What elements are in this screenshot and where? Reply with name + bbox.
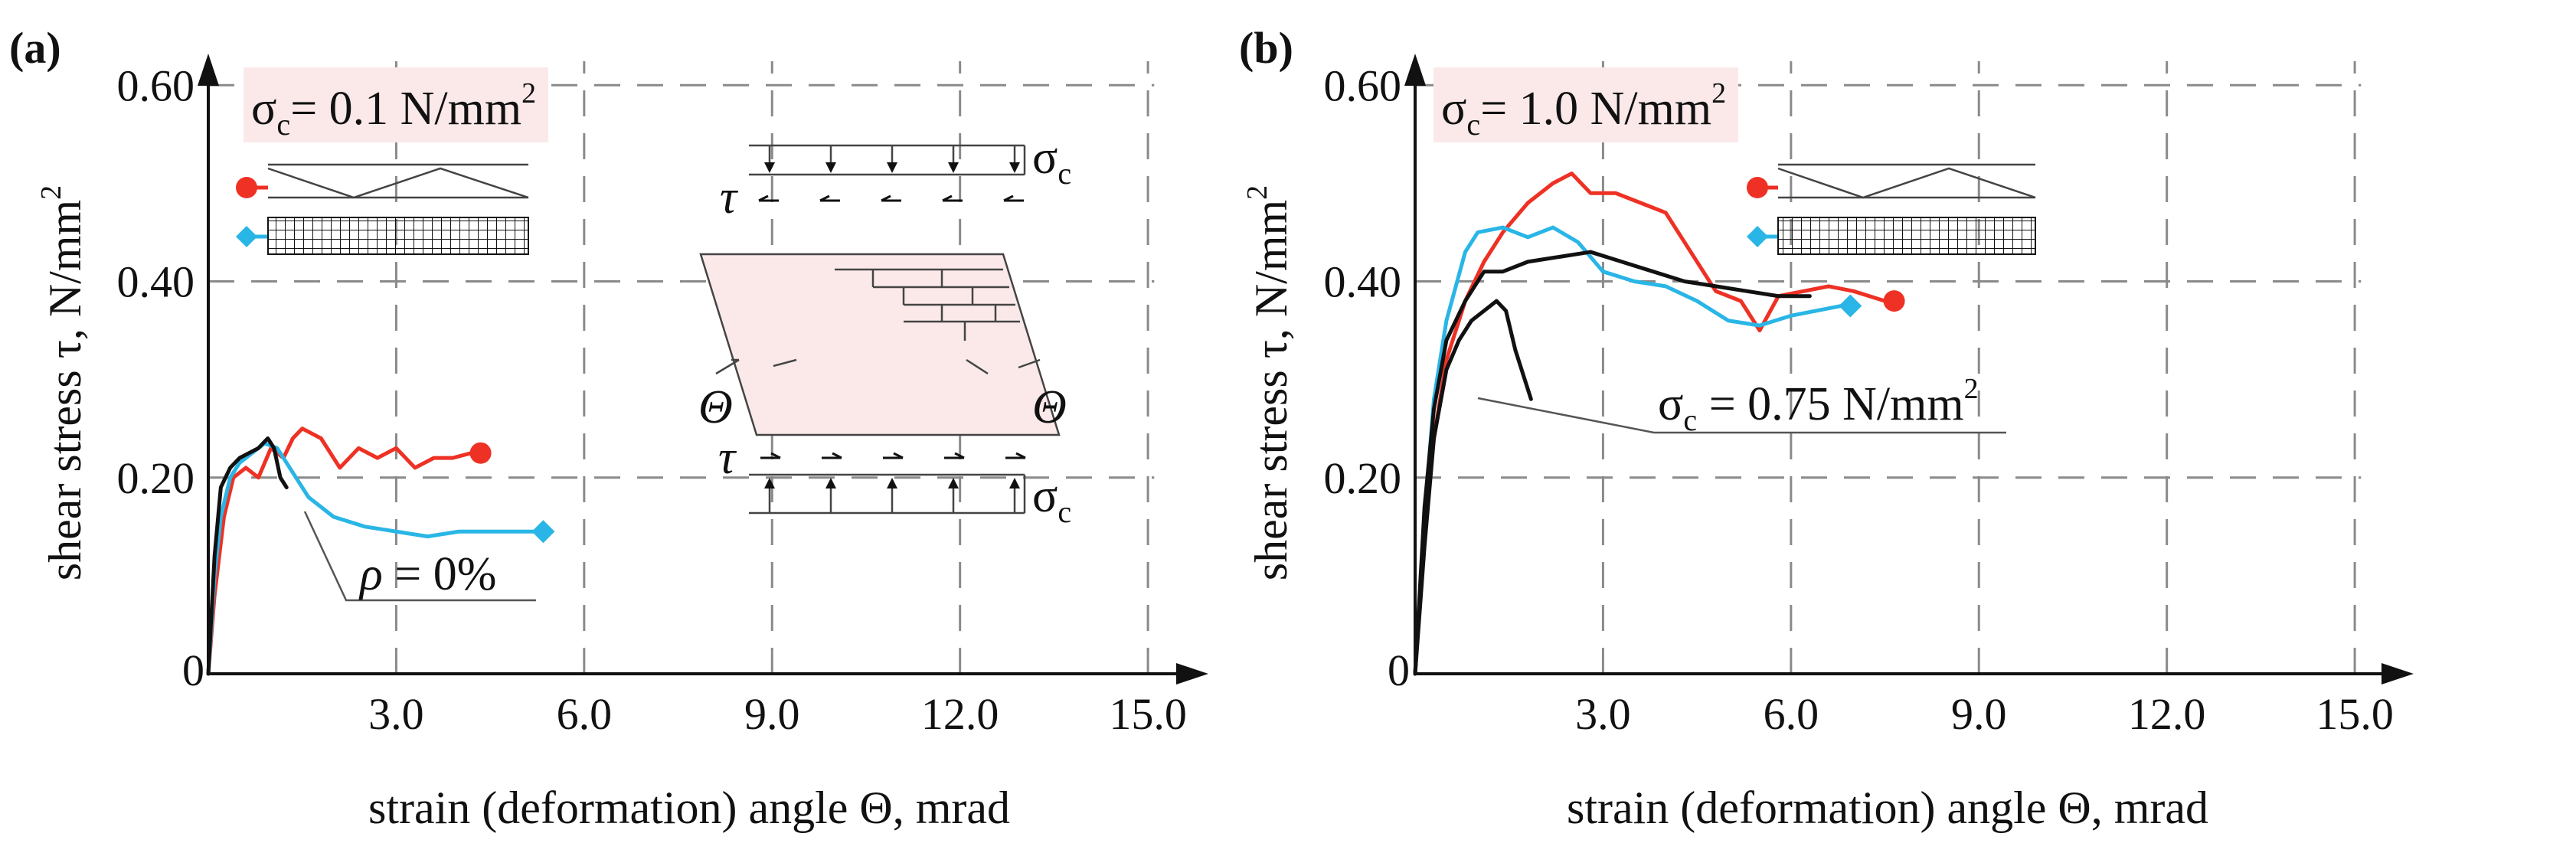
top-shear-arrow-1 (819, 194, 840, 202)
xtick-labels-a: 3.0 6.0 9.0 12.0 15.0 (368, 689, 1187, 739)
tau-bottom-label: τ (718, 432, 737, 484)
panel-label-b: (b) (1239, 23, 1293, 73)
truss-icon-a (267, 163, 529, 199)
legend-b (1747, 163, 2036, 255)
title-b: σc= 1.0 N/mm2 (1441, 77, 1726, 142)
title-a: σc= 0.1 N/mm2 (251, 77, 536, 142)
ytick-label-b-0: 0.20 (1324, 453, 1402, 503)
bottom-load-arrows (749, 473, 1026, 515)
sigma-bottom-label: σc (1032, 470, 1071, 529)
xtick-label-b-0: 3.0 (1575, 689, 1631, 739)
ytick-label-b-2: 0.60 (1324, 60, 1402, 110)
x-axis-arrow-a (1176, 663, 1208, 685)
xtick-label-b-1: 6.0 (1764, 689, 1819, 739)
brick-joints (835, 268, 1020, 341)
top-shear-arrow-3 (942, 194, 963, 202)
ytick-label-a-0: 0.20 (117, 453, 195, 503)
bottom-shear-arrow-0 (760, 452, 781, 459)
series-black-lower-b (1413, 299, 1533, 676)
mesh-icon-b (1777, 217, 2036, 255)
top-shear-arrow-4 (1003, 194, 1024, 202)
theta-marks (715, 358, 1041, 375)
top-arrowhead-3 (948, 162, 959, 173)
title-box-b (1433, 67, 1738, 142)
xtick-label-a-4: 15.0 (1109, 689, 1187, 739)
series-black-upper-b (1413, 250, 1812, 676)
x-axis-arrow-b (2381, 663, 2414, 685)
series-blue-b (1413, 225, 1843, 676)
y-axis-arrow-b (1404, 54, 1426, 86)
ytick-label-b-1: 0.40 (1324, 257, 1402, 307)
theta-left-label: Θ (698, 381, 733, 433)
inset-shear-panel: σc τ σc τ Θ Θ (698, 132, 1071, 529)
xlabel-b: strain (deformation) angle Θ, mrad (1567, 783, 2208, 833)
bottom-shear-arrow-3 (944, 452, 965, 459)
xtick-labels-b: 3.0 6.0 9.0 12.0 15.0 (1575, 689, 2394, 739)
load-arrow-set (758, 145, 1026, 513)
ylabel-a: shear stress τ, N/mm2 (35, 185, 90, 580)
top-arrowhead-4 (1009, 162, 1020, 173)
rho-annotation: ρ = 0% (358, 548, 496, 600)
sigma-annotation-b: σc = 0.75 N/mm2 (1658, 373, 1979, 437)
top-arrowhead-0 (764, 162, 775, 173)
series-blue-a (206, 441, 536, 676)
ytick-labels-b: 0.20 0.40 0.60 (1324, 60, 1402, 503)
series-b (1413, 172, 1905, 676)
panel-b: (b) 0.20 0.40 0.60 3.0 6.0 9.0 12.0 15.0 0 she… (1239, 23, 2414, 833)
xtick-label-a-0: 3.0 (368, 689, 424, 739)
xtick-label-b-4: 15.0 (2316, 689, 2394, 739)
y-axis-arrow-a (198, 54, 219, 86)
series-a (206, 426, 555, 676)
xtick-label-b-3: 12.0 (2128, 689, 2206, 739)
title-box-a (244, 67, 548, 142)
series-blue-end-marker-b (1839, 294, 1862, 318)
origin-label-a: 0 (182, 645, 204, 695)
bottom-arrowhead-3 (948, 478, 959, 488)
top-load-arrows (749, 144, 1026, 176)
series-red-a (206, 426, 474, 676)
xtick-label-b-2: 9.0 (1951, 689, 2007, 739)
top-shear-arrow-2 (881, 194, 901, 202)
panel-a: (a) 0.20 0.40 0.60 3.0 6.0 9.0 12.0 15.0 0 she… (9, 23, 1208, 833)
panel-label-a: (a) (9, 23, 61, 73)
xtick-label-a-1: 6.0 (557, 689, 613, 739)
mesh-icon-a (267, 217, 529, 255)
bottom-shear-arrow-4 (1005, 452, 1026, 459)
ylabel-b: shear stress τ, N/mm2 (1241, 185, 1296, 580)
ytick-label-a-2: 0.60 (117, 60, 195, 110)
series-black-a (206, 436, 289, 676)
truss-icon-b (1777, 163, 2036, 199)
deformed-panel (699, 253, 1061, 436)
bottom-arrowhead-4 (1009, 478, 1020, 488)
series-red-end-marker-b (1883, 290, 1905, 312)
xtick-label-a-3: 12.0 (921, 689, 999, 739)
xtick-label-a-2: 9.0 (744, 689, 800, 739)
series-blue-end-marker-a (531, 520, 555, 544)
bottom-arrowhead-0 (764, 478, 775, 488)
theta-right-label: Θ (1032, 381, 1067, 433)
top-arrowhead-1 (825, 162, 836, 173)
sigma-top-label: σc (1032, 132, 1071, 191)
ytick-labels-a: 0.20 0.40 0.60 (117, 60, 195, 503)
bottom-shear-arrow-2 (883, 452, 904, 459)
bottom-arrowhead-2 (887, 478, 897, 488)
origin-label-b: 0 (1388, 645, 1410, 695)
top-arrowhead-2 (887, 162, 897, 173)
bottom-arrowhead-1 (825, 478, 836, 488)
grid-b (1415, 61, 2362, 674)
series-red-end-marker-a (469, 442, 492, 464)
xlabel-a: strain (deformation) angle Θ, mrad (368, 783, 1010, 833)
legend-a (236, 163, 529, 255)
tau-top-label: τ (720, 172, 739, 224)
ytick-label-a-1: 0.40 (117, 257, 195, 307)
top-shear-arrow-0 (758, 194, 779, 202)
rho-leader (303, 511, 536, 602)
sigma-leader-b (1477, 397, 2006, 434)
bottom-shear-arrow-1 (822, 452, 842, 459)
